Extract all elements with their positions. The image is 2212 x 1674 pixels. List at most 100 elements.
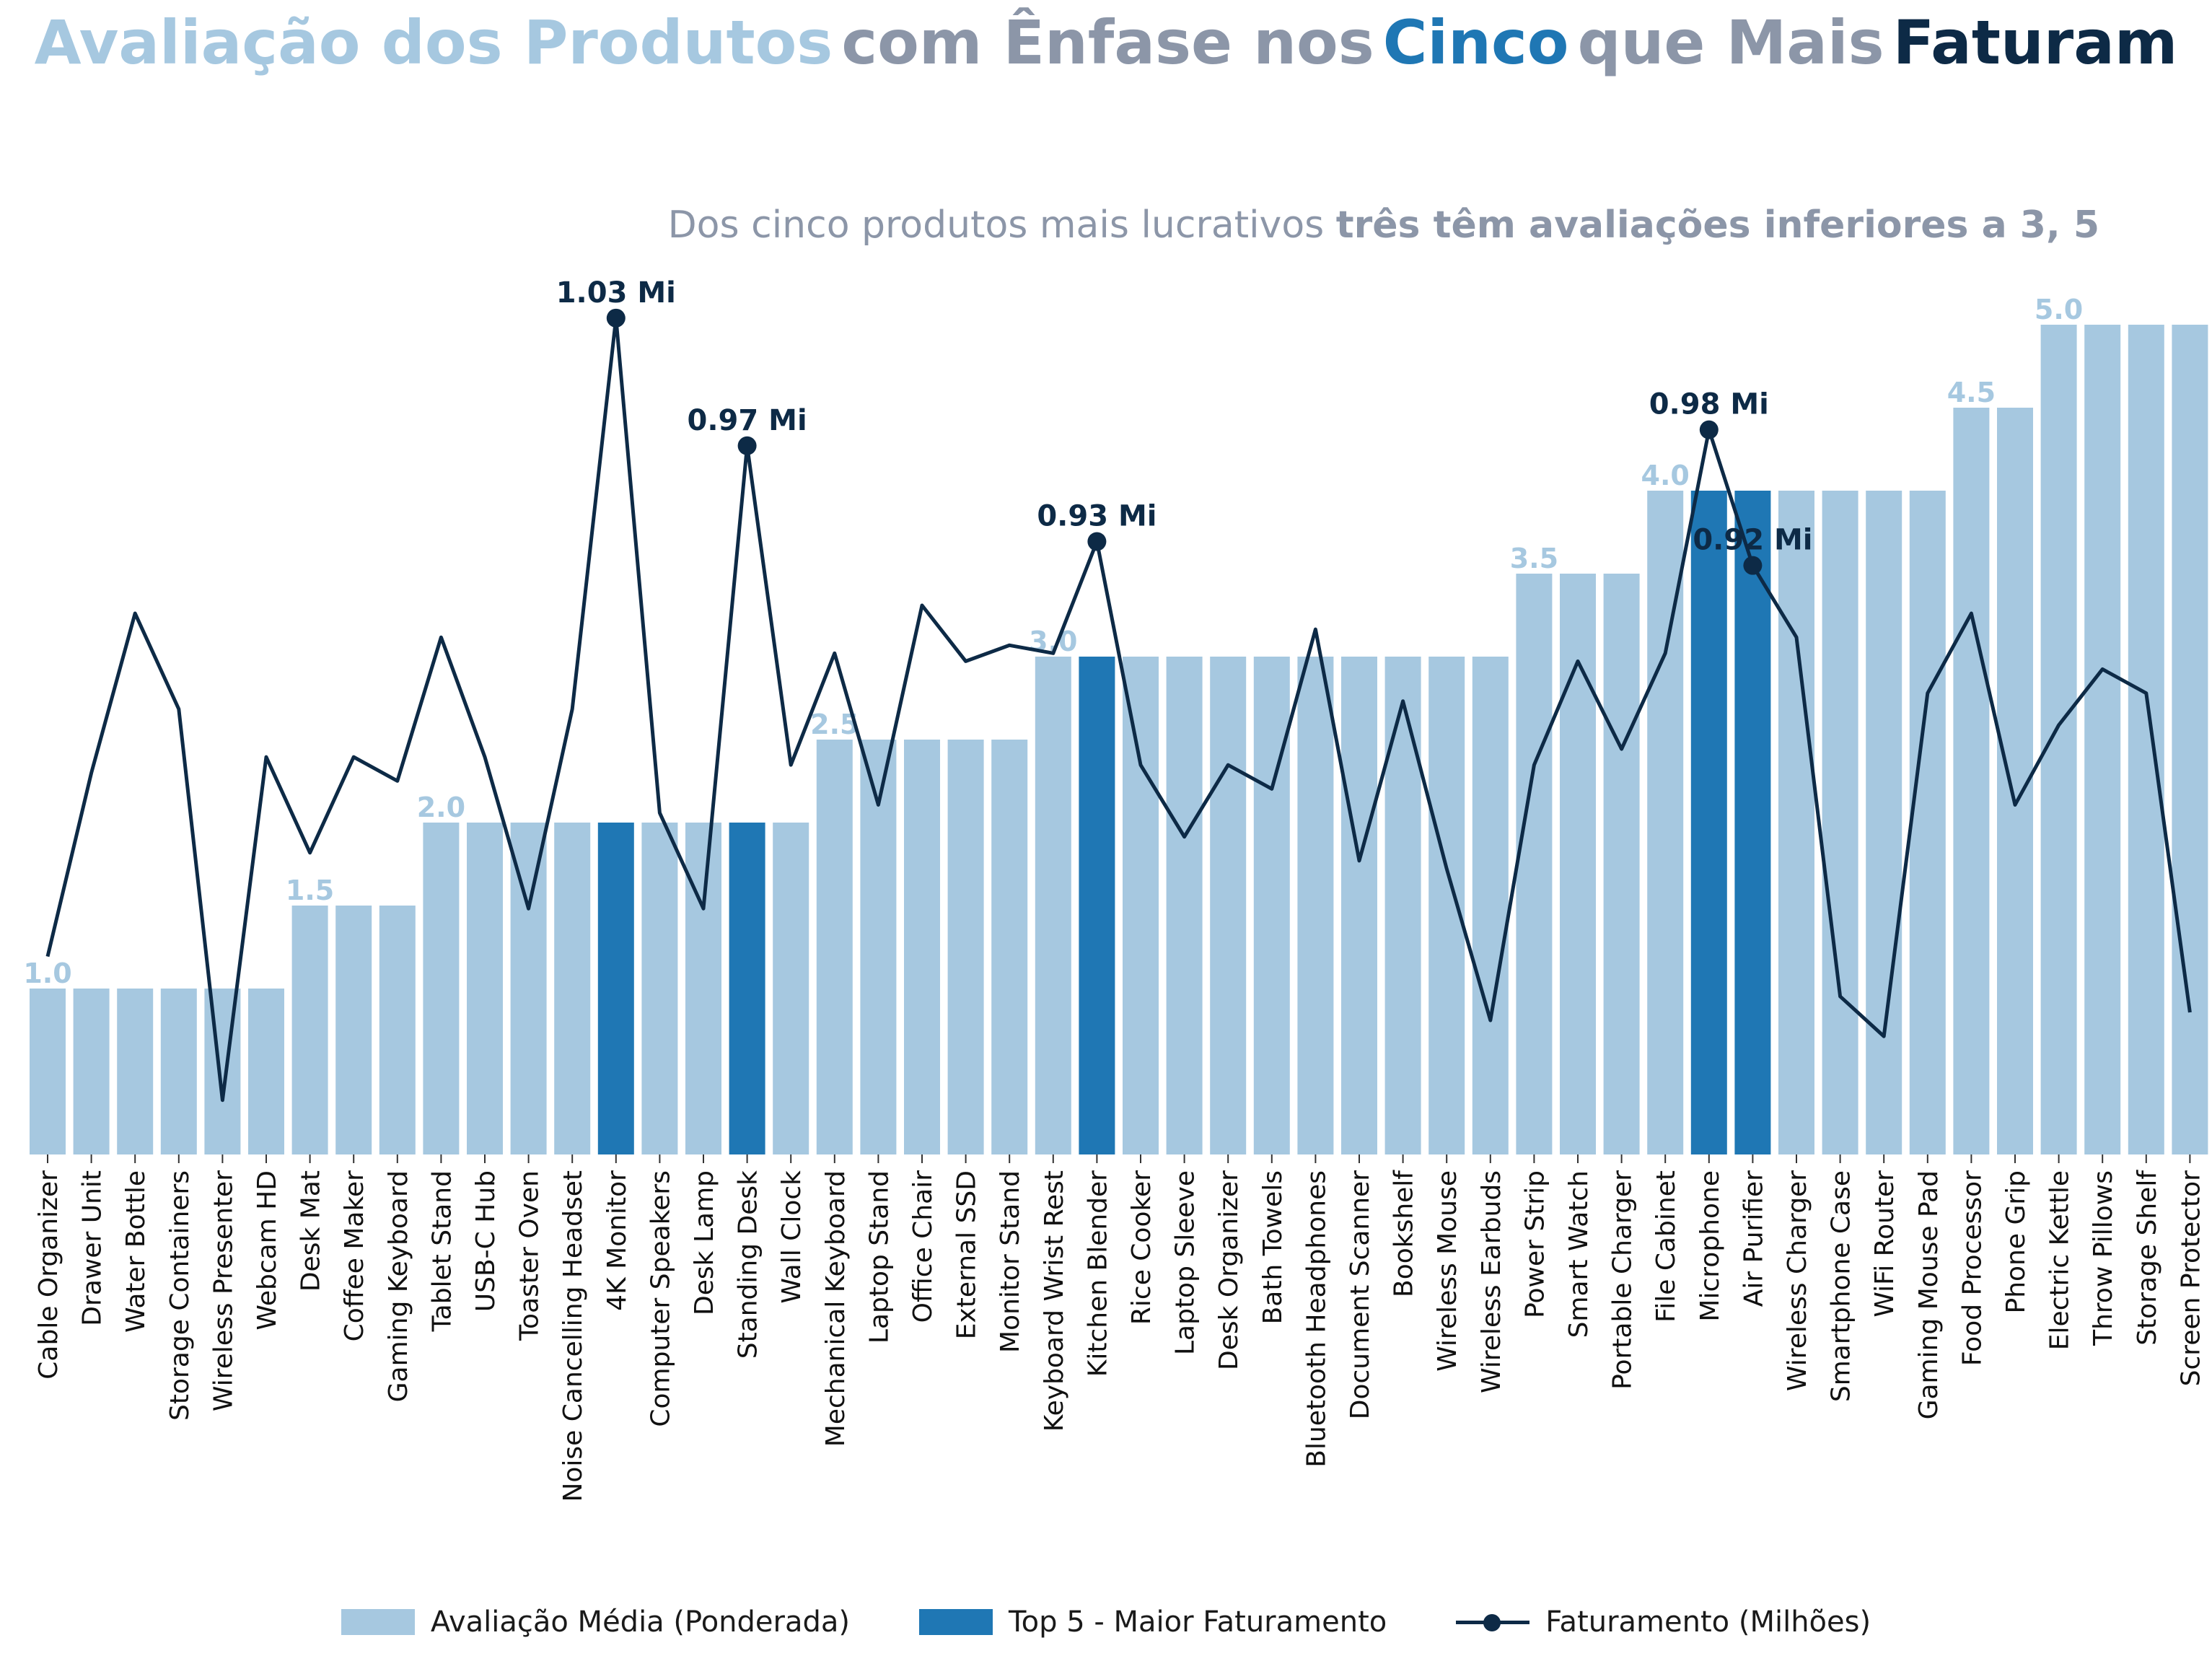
x-tick-label: 4K Monitor [602, 1170, 632, 1311]
bar [947, 740, 984, 1154]
bar [2172, 325, 2208, 1154]
x-tick-label: Phone Grip [2001, 1170, 2031, 1314]
bar [1079, 657, 1115, 1154]
x-tick-label: Bluetooth Headphones [1302, 1170, 1331, 1468]
x-tick-label: External SSD [952, 1170, 982, 1339]
revenue-marker [606, 308, 626, 328]
bar [1690, 491, 1727, 1154]
x-tick-label: Gaming Keyboard [384, 1170, 413, 1402]
legend-swatch-line [1456, 1609, 1530, 1635]
chart-subtitle: Dos cinco produtos mais lucrativos três … [668, 203, 2099, 247]
x-tick-label: Keyboard Wrist Rest [1040, 1170, 1069, 1432]
rating-label: 3.5 [1510, 543, 1558, 574]
x-tick-label: Gaming Mouse Pad [1914, 1170, 1944, 1419]
bar [160, 989, 197, 1154]
bar [248, 989, 284, 1154]
x-tick-label: Screen Protector [2176, 1170, 2206, 1387]
chart-title: Avaliação dos Produtos com Ênfase nos Cinc… [0, 7, 2212, 78]
bar [73, 989, 110, 1154]
x-tick-label: Toaster Oven [515, 1170, 545, 1341]
legend: Avaliação Média (Ponderada) Top 5 - Maio… [0, 1605, 2212, 1639]
bar [1778, 491, 1814, 1154]
bar [117, 989, 154, 1154]
bar [1866, 491, 1902, 1154]
title-part-4: que Mais [1577, 7, 1884, 78]
bar [1647, 491, 1684, 1154]
x-tick-label: Kitchen Blender [1083, 1170, 1112, 1377]
x-tick-label: Desk Organizer [1214, 1170, 1244, 1370]
x-tick-label: Noise Cancelling Headset [558, 1170, 588, 1502]
x-tick-label: Food Processor [1957, 1170, 1987, 1366]
x-tick-label: Water Bottle [121, 1170, 151, 1333]
x-tick-label: Throw Pillows [2089, 1170, 2118, 1346]
legend-label-bars: Avaliação Média (Ponderada) [430, 1605, 850, 1639]
x-tick-label: Rice Cooker [1127, 1170, 1157, 1325]
bar [904, 740, 940, 1154]
bar [2040, 325, 2077, 1154]
bar [1560, 574, 1596, 1154]
bar [1428, 657, 1465, 1154]
x-tick-label: Wireless Mouse [1433, 1170, 1462, 1372]
bar [641, 823, 678, 1154]
revenue-label: 0.98 Mi [1649, 388, 1769, 421]
x-tick-label: Monitor Stand [996, 1170, 1025, 1353]
bar [1734, 491, 1771, 1154]
bar [1384, 657, 1421, 1154]
title-part-5: Faturam [1892, 7, 2178, 78]
bar [1603, 574, 1640, 1154]
bar [1953, 408, 1990, 1154]
bar [423, 823, 460, 1154]
legend-swatch-bars [341, 1609, 415, 1635]
bar [1166, 657, 1203, 1154]
bar [291, 906, 328, 1154]
x-tick-label: Document Scanner [1346, 1170, 1375, 1419]
x-tick-label: Microphone [1695, 1170, 1725, 1322]
x-tick-label: Storage Shelf [2133, 1170, 2162, 1346]
bar [1123, 657, 1159, 1154]
x-tick-label: Coffee Maker [340, 1170, 369, 1342]
legend-label-line: Faturamento (Milhões) [1545, 1605, 1871, 1639]
bar [991, 740, 1028, 1154]
x-tick-label: Electric Kettle [2045, 1170, 2075, 1350]
x-tick-label: Desk Lamp [690, 1170, 719, 1315]
bar [1822, 491, 1858, 1154]
bar [379, 906, 416, 1154]
x-tick-label: Computer Speakers [646, 1170, 675, 1427]
x-tick-label: Webcam HD [253, 1170, 282, 1331]
x-tick-label: Smart Watch [1564, 1170, 1594, 1338]
legend-item-bars: Avaliação Média (Ponderada) [341, 1605, 850, 1639]
bar [510, 823, 547, 1154]
bar [1035, 657, 1071, 1154]
title-part-3: Cinco [1382, 7, 1569, 78]
revenue-line [45, 316, 2192, 1103]
subtitle-bold: três têm avaliações inferiores a 3, 5 [1335, 203, 2099, 247]
bar [554, 823, 591, 1154]
revenue-marker [737, 436, 757, 455]
x-tick-label: Bath Towels [1258, 1170, 1288, 1324]
bar [685, 823, 721, 1154]
x-tick-label: Laptop Stand [864, 1170, 894, 1344]
bar [1909, 491, 1946, 1154]
subtitle-normal: Dos cinco produtos mais lucrativos [667, 203, 1336, 247]
revenue-marker [1743, 556, 1763, 575]
x-tick-label: Air Purifier [1739, 1170, 1768, 1307]
bar [2128, 325, 2164, 1154]
title-part-2: com Ênfase nos [841, 7, 1374, 78]
x-tick-label: Wireless Earbuds [1477, 1170, 1506, 1393]
bar [30, 989, 66, 1154]
bar [597, 823, 634, 1154]
revenue-label: 0.93 Mi [1037, 500, 1157, 533]
revenue-label: 1.03 Mi [556, 276, 676, 310]
legend-item-top5: Top 5 - Maior Faturamento [919, 1605, 1387, 1639]
rating-label: 2.0 [417, 792, 465, 823]
rating-label: 1.5 [286, 875, 334, 906]
x-tick-label: Bookshelf [1390, 1170, 1419, 1297]
x-tick-label: USB-C Hub [471, 1170, 501, 1312]
x-tick-label: Standing Desk [734, 1170, 763, 1359]
x-tick-label: Wall Clock [777, 1170, 807, 1304]
x-tick-label: Wireless Presenter [209, 1170, 238, 1411]
revenue-label: 0.92 Mi [1693, 524, 1812, 557]
bar [1210, 657, 1247, 1154]
bar [1472, 657, 1509, 1154]
bar [335, 906, 372, 1154]
